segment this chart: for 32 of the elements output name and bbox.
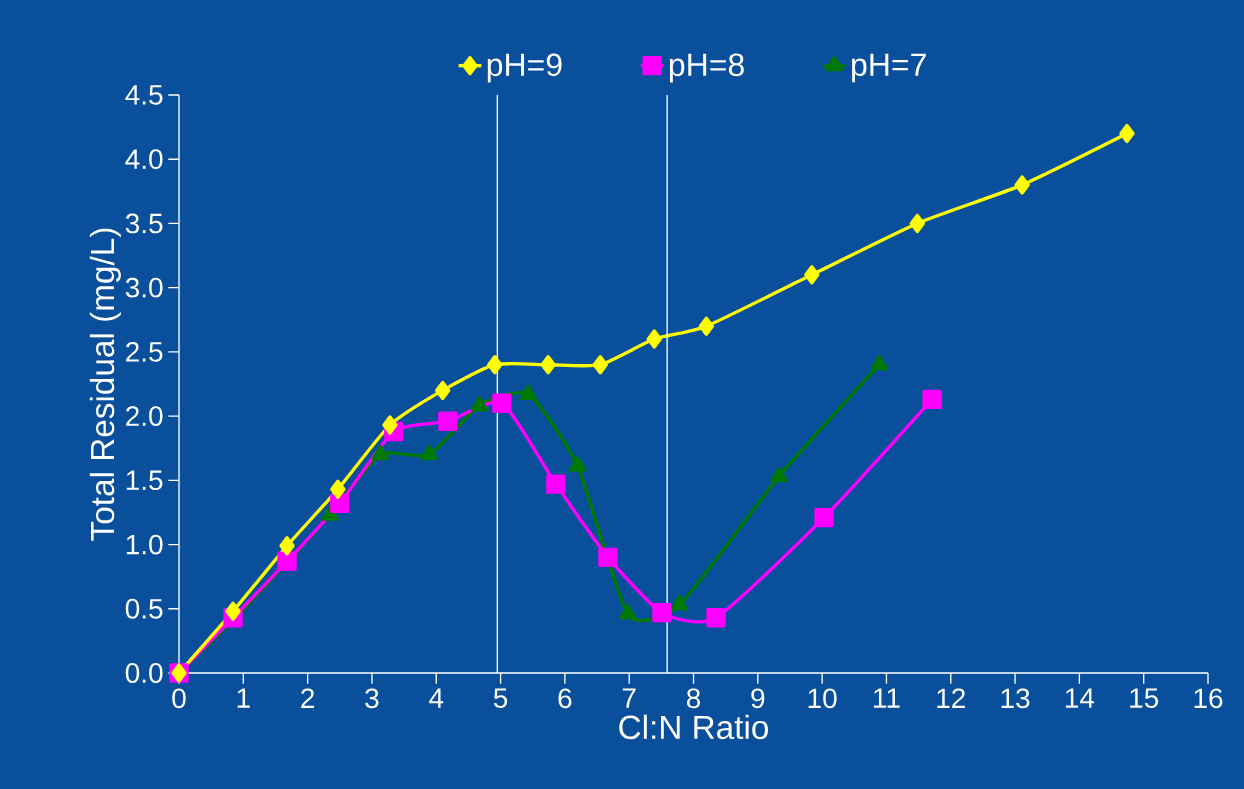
x-tick-label: 9 bbox=[751, 688, 765, 709]
x-tick-label: 11 bbox=[874, 688, 900, 708]
y-tick-label: 2.0 bbox=[126, 406, 163, 427]
x-tick-label: 10 bbox=[808, 688, 837, 709]
x-tick-label: 0 bbox=[172, 688, 186, 709]
x-tick-label: 4 bbox=[429, 688, 444, 708]
x-tick-label: 7 bbox=[622, 688, 636, 708]
x-tick-label: 8 bbox=[686, 688, 701, 709]
y-tick-label: 4.5 bbox=[125, 85, 163, 105]
x-tick-label: 2 bbox=[301, 688, 314, 708]
y-tick-label: 1.5 bbox=[126, 470, 163, 491]
y-tick-label: 3.0 bbox=[125, 277, 163, 298]
y-axis-title: Total Residual (mg/L) bbox=[89, 228, 121, 541]
x-tick-label: 14 bbox=[1065, 688, 1095, 708]
x-tick-label: 12 bbox=[937, 688, 965, 708]
y-tick-label: 1.0 bbox=[126, 534, 163, 555]
x-tick-label: 6 bbox=[558, 688, 572, 709]
legend-label: pH=8 bbox=[669, 53, 744, 83]
x-tick-label: 13 bbox=[1001, 688, 1030, 709]
y-tick-label: 0.0 bbox=[125, 663, 163, 683]
y-tick-label: 0.5 bbox=[125, 598, 163, 619]
legend-label: pH=7 bbox=[852, 53, 926, 83]
x-tick-label: 3 bbox=[365, 688, 379, 709]
y-tick-label: 3.5 bbox=[125, 213, 163, 234]
y-tick-label: 4.0 bbox=[125, 149, 163, 170]
legend-label: pH=9 bbox=[487, 53, 562, 83]
x-tick-label: 5 bbox=[493, 688, 508, 708]
x-tick-label: 16 bbox=[1194, 688, 1223, 709]
x-tick-label: 15 bbox=[1130, 688, 1159, 708]
x-axis-title: Cl:N Ratio bbox=[619, 714, 769, 740]
x-tick-label: 1 bbox=[237, 688, 250, 708]
y-tick-label: 2.5 bbox=[126, 341, 163, 362]
